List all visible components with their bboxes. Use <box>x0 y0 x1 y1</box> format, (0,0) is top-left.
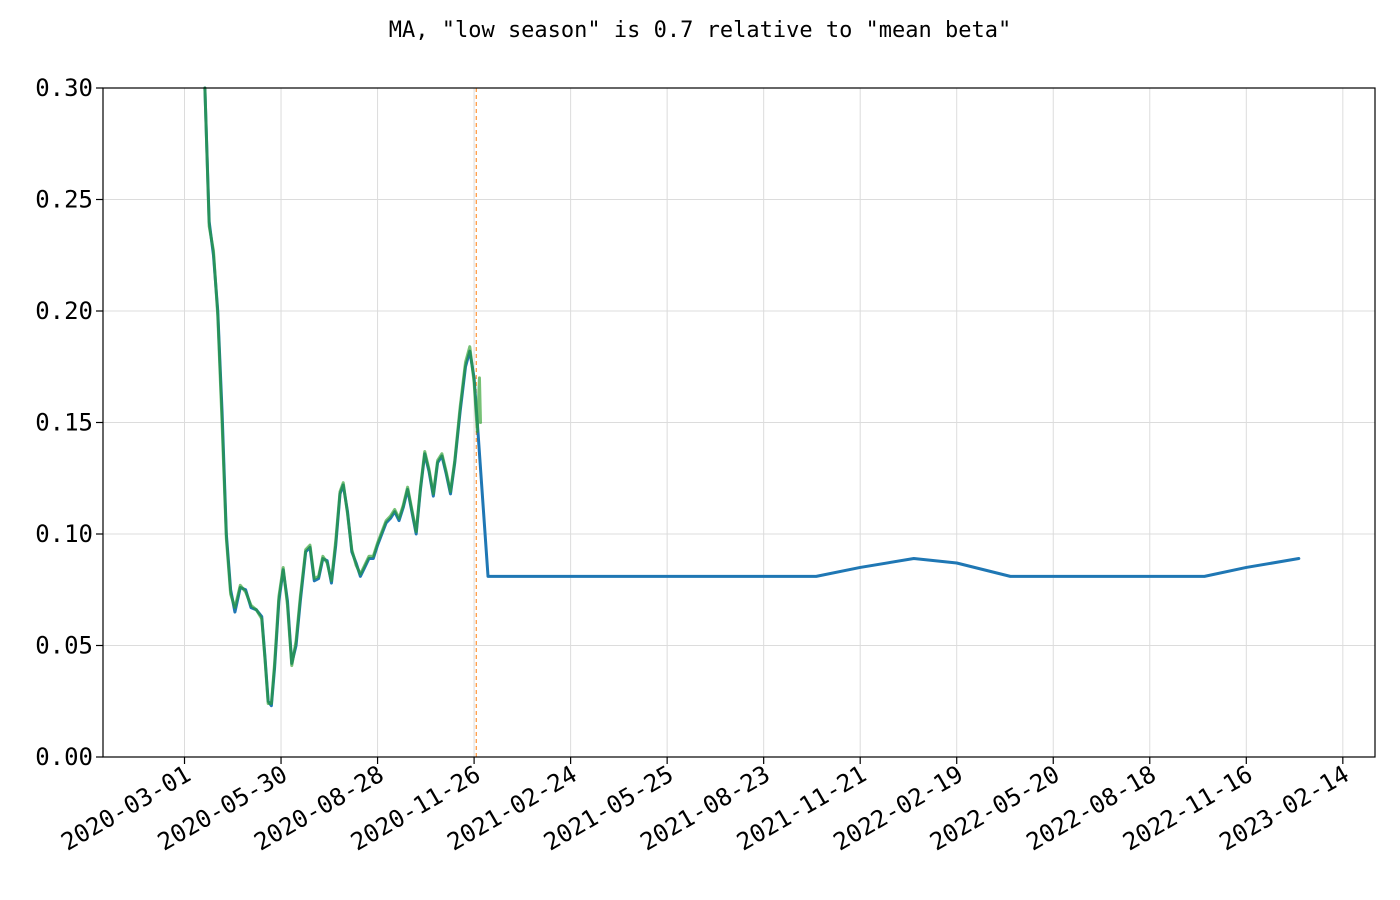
series-line-1 <box>203 86 1301 708</box>
y-tick-label: 0.30 <box>35 74 93 102</box>
y-axis-ticks: 0.00 0.05 0.10 0.15 0.20 0.25 0.30 <box>35 74 103 771</box>
x-axis-ticks: 2020-03-012020-05-302020-08-282020-11-26… <box>56 757 1354 856</box>
series-line-2 <box>203 86 483 705</box>
y-tick-label: 0.10 <box>35 520 93 548</box>
y-tick-label: 0.05 <box>35 632 93 660</box>
chart-title: MA, "low season" is 0.7 relative to "mea… <box>389 18 1012 43</box>
y-tick-label: 0.20 <box>35 297 93 325</box>
y-tick-label: 0.00 <box>35 743 93 771</box>
y-tick-label: 0.25 <box>35 186 93 214</box>
series-layer <box>203 86 1301 708</box>
y-tick-label: 0.15 <box>35 409 93 437</box>
